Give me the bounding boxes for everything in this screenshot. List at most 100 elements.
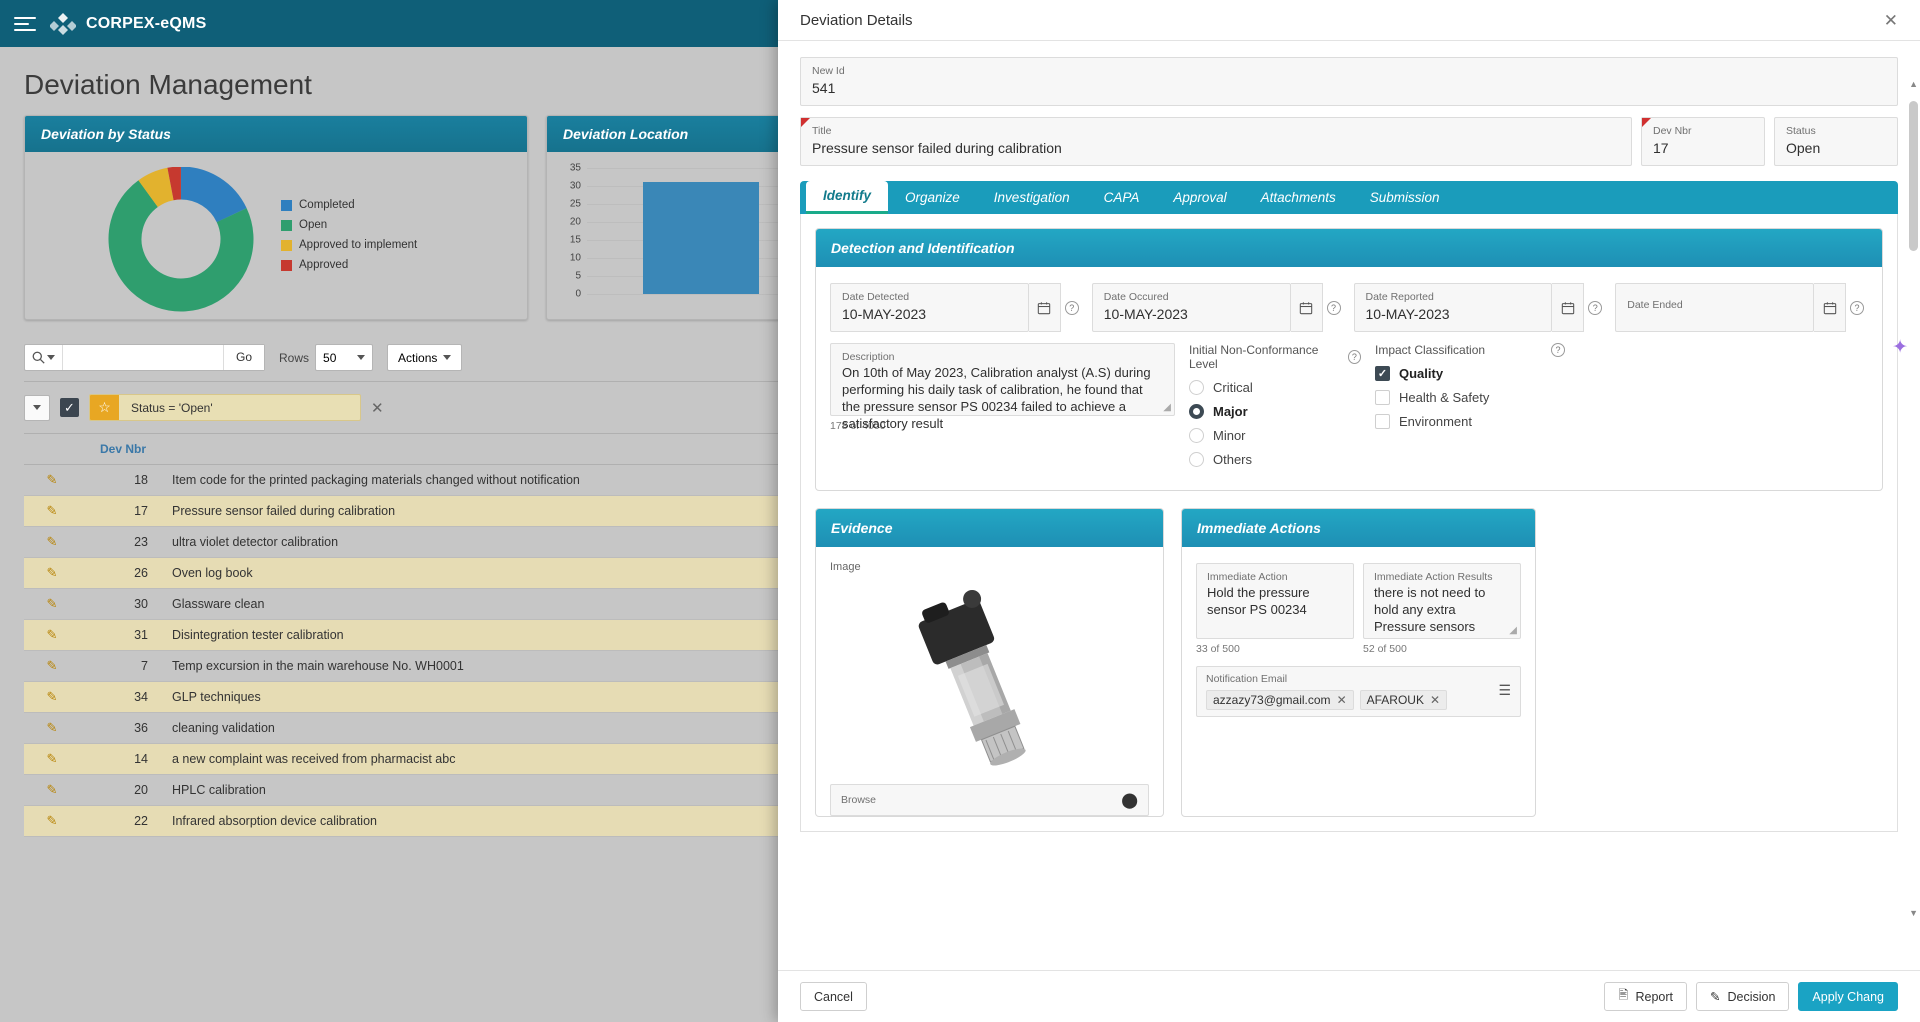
date-detected-field[interactable]: Date Detected 10-MAY-2023 [830, 283, 1029, 332]
tab-submission[interactable]: Submission [1369, 190, 1440, 205]
tab-capa[interactable]: CAPA [1103, 190, 1140, 205]
checkbox-environment[interactable]: Environment [1375, 414, 1565, 429]
dev-nbr-field[interactable]: Dev Nbr 17 [1641, 117, 1765, 166]
col-dev-nbr[interactable]: Dev Nbr [80, 433, 166, 465]
help-icon[interactable]: ? [1584, 283, 1606, 332]
filter-chip-label: Status = 'Open' [131, 400, 213, 415]
y-tick: 35 [569, 162, 581, 174]
edit-icon[interactable]: ✎ [46, 813, 58, 828]
row-edit-cell[interactable]: ✎ [24, 774, 80, 806]
calendar-icon[interactable] [1290, 283, 1323, 332]
new-id-field[interactable]: New Id 541 [800, 57, 1898, 106]
help-icon[interactable]: ? [1323, 283, 1345, 332]
help-icon[interactable]: ? [1846, 283, 1868, 332]
status-field[interactable]: Status Open [1774, 117, 1898, 166]
row-edit-cell[interactable]: ✎ [24, 681, 80, 713]
actions-button[interactable]: Actions [387, 344, 463, 371]
remove-chip-icon[interactable]: ✕ [1429, 693, 1441, 707]
apply-changes-button[interactable]: Apply Chang [1798, 982, 1898, 1011]
tab-organize[interactable]: Organize [905, 190, 960, 205]
description-row: Description On 10th of May 2023, Calibra… [830, 343, 1868, 476]
chevron-down-icon[interactable] [47, 355, 55, 360]
tab-identify[interactable]: Identify [806, 181, 889, 214]
immediate-results-field[interactable]: Immediate Action Results there is not ne… [1363, 563, 1521, 639]
help-icon[interactable]: ? [1551, 343, 1565, 357]
legend-item: Approved to implement [281, 239, 417, 251]
row-edit-cell[interactable]: ✎ [24, 526, 80, 558]
immediate-fields-row: Immediate Action Hold the pressure senso… [1196, 563, 1521, 655]
row-edit-cell[interactable]: ✎ [24, 495, 80, 527]
scroll-up-icon[interactable]: ▲ [1909, 79, 1918, 89]
radio-others[interactable]: Others [1189, 452, 1361, 467]
description-field[interactable]: Description On 10th of May 2023, Calibra… [830, 343, 1175, 431]
edit-icon[interactable]: ✎ [46, 658, 58, 673]
report-button[interactable]: 🖹 Report [1604, 982, 1687, 1011]
edit-icon[interactable]: ✎ [46, 534, 58, 549]
title-row: Title Pressure sensor failed during cali… [800, 117, 1898, 166]
upload-icon[interactable]: ⬤ [1121, 792, 1138, 809]
go-button[interactable]: Go [223, 345, 265, 370]
ai-assistant-icon[interactable]: ✦ [1892, 337, 1908, 358]
resize-handle-icon[interactable]: ◢ [1509, 625, 1517, 636]
edit-icon[interactable]: ✎ [46, 720, 58, 735]
calendar-icon[interactable] [1552, 283, 1585, 332]
row-edit-cell[interactable]: ✎ [24, 464, 80, 496]
calendar-icon[interactable] [1028, 283, 1061, 332]
row-edit-cell[interactable]: ✎ [24, 588, 80, 620]
checkbox-quality[interactable]: ✓ Quality [1375, 366, 1565, 381]
remove-chip-icon[interactable]: ✕ [1336, 693, 1347, 707]
edit-icon[interactable]: ✎ [46, 782, 58, 797]
filter-enabled-checkbox[interactable]: ✓ [60, 398, 79, 417]
decision-button[interactable]: ✎ Decision [1696, 982, 1790, 1011]
row-edit-cell[interactable]: ✎ [24, 805, 80, 837]
edit-icon[interactable]: ✎ [46, 751, 58, 766]
date-ended-field[interactable]: Date Ended [1615, 283, 1814, 332]
expand-filters-button[interactable] [24, 394, 50, 421]
tab-investigation[interactable]: Investigation [993, 190, 1070, 205]
email-chip[interactable]: AFAROUK ✕ [1359, 690, 1448, 710]
legend-swatch [281, 199, 292, 211]
help-icon[interactable]: ? [1347, 350, 1361, 364]
title-field[interactable]: Title Pressure sensor failed during cali… [800, 117, 1632, 166]
scrollbar-thumb[interactable] [1909, 101, 1918, 251]
radio-critical[interactable]: Critical [1189, 380, 1361, 395]
radio-major[interactable]: Major [1189, 404, 1361, 419]
remove-filter-icon[interactable]: ✕ [371, 399, 384, 417]
checkbox-health-safety[interactable]: Health & Safety [1375, 390, 1565, 405]
row-edit-cell[interactable]: ✎ [24, 557, 80, 589]
row-edit-cell[interactable]: ✎ [24, 712, 80, 744]
star-icon[interactable]: ☆ [90, 395, 119, 420]
date-occured-field[interactable]: Date Occured 10-MAY-2023 [1091, 283, 1291, 332]
scroll-down-icon[interactable]: ▼ [1909, 908, 1918, 918]
help-icon[interactable]: ? [1061, 283, 1083, 332]
edit-icon[interactable]: ✎ [46, 627, 58, 642]
radio-minor[interactable]: Minor [1189, 428, 1361, 443]
menu-toggle-icon[interactable] [14, 16, 36, 31]
calendar-icon[interactable] [1814, 283, 1846, 332]
row-edit-cell[interactable]: ✎ [24, 650, 80, 682]
immediate-action-field[interactable]: Immediate Action Hold the pressure senso… [1196, 563, 1354, 639]
close-icon[interactable]: ✕ [1883, 10, 1898, 30]
tab-approval[interactable]: Approval [1173, 190, 1227, 205]
search-input[interactable] [63, 345, 223, 370]
browse-field[interactable]: Browse ⬤ [830, 784, 1149, 816]
search-icon[interactable] [25, 345, 63, 370]
edit-icon[interactable]: ✎ [46, 689, 58, 704]
notification-email-field[interactable]: Notification Email azzazy73@gmail.com ✕ AF… [1196, 666, 1521, 717]
list-picker-icon[interactable]: ☰ [1498, 682, 1511, 698]
resize-handle-icon[interactable]: ◢ [1163, 402, 1171, 413]
row-edit-cell[interactable]: ✎ [24, 743, 80, 775]
email-chip[interactable]: azzazy73@gmail.com ✕ [1206, 690, 1354, 710]
edit-icon[interactable]: ✎ [46, 472, 58, 487]
tab-attachments[interactable]: Attachments [1260, 190, 1336, 205]
cancel-button[interactable]: Cancel [800, 982, 867, 1011]
row-edit-cell[interactable]: ✎ [24, 619, 80, 651]
filter-chip[interactable]: ☆ Status = 'Open' [89, 394, 361, 421]
edit-icon[interactable]: ✎ [46, 503, 58, 518]
date-reported-field[interactable]: Date Reported 10-MAY-2023 [1353, 283, 1553, 332]
search-box[interactable]: Go [24, 344, 266, 371]
edit-icon[interactable]: ✎ [46, 596, 58, 611]
edit-icon[interactable]: ✎ [46, 565, 58, 580]
dialog-scrollbar[interactable]: ▲ ▼ [1909, 79, 1918, 918]
rows-select[interactable]: 50 [315, 344, 374, 371]
